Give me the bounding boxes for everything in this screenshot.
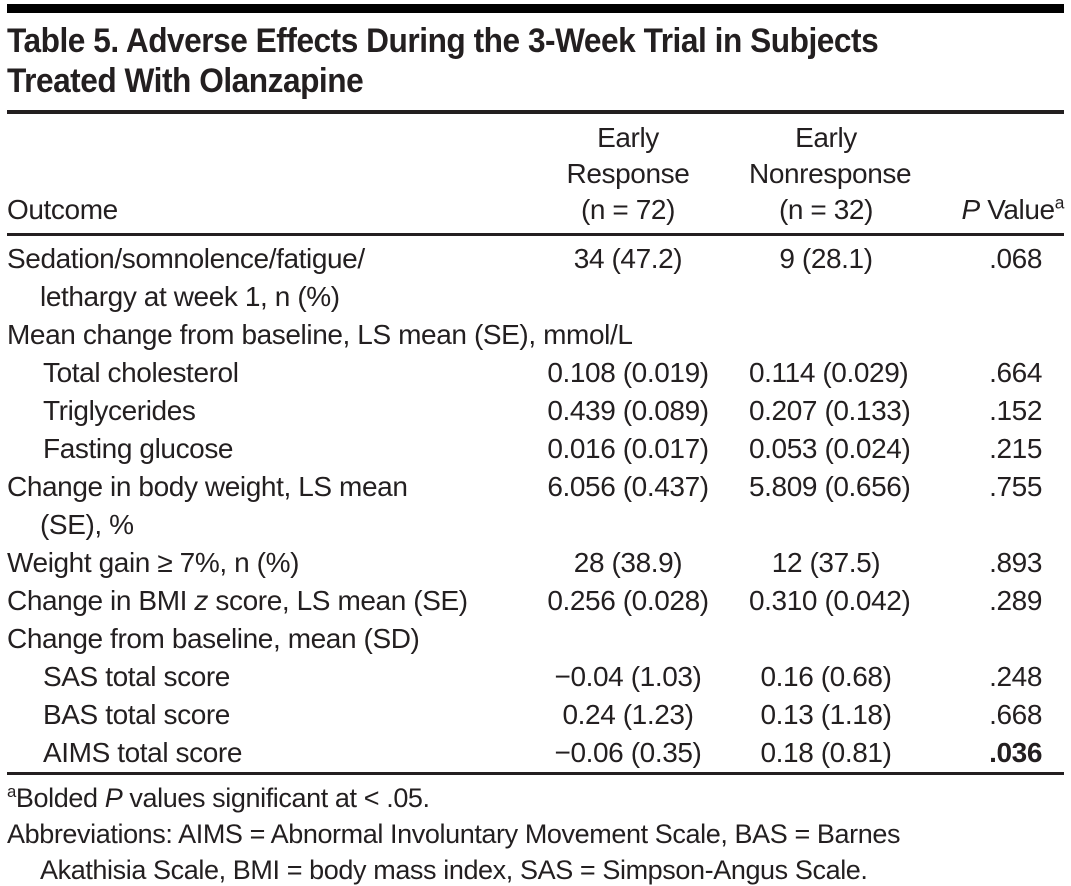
p-value-cell: .248	[989, 661, 1042, 692]
outcome-cell: Change in body weight, LS mean (SE), %	[7, 468, 507, 544]
table-row: SAS total score −0.04 (1.03) 0.16 (0.68)…	[7, 658, 1064, 696]
p-value-cell: .068	[989, 243, 1042, 274]
abbreviations-line2: Akathisia Scale, BMI = body mass index, …	[40, 855, 868, 885]
p-value-cell: .152	[989, 395, 1042, 426]
section-row: Change from baseline, mean (SD)	[7, 620, 1064, 658]
early-response-cell: 0.256 (0.028)	[547, 585, 709, 616]
early-response-cell: 0.439 (0.089)	[547, 395, 709, 426]
outcome-label-line2: (SE), %	[40, 509, 134, 540]
outcome-label-italic-z: z	[194, 585, 209, 616]
outcome-cell: Sedation/somnolence/fatigue/ lethargy at…	[7, 235, 507, 317]
early-response-cell: 0.016 (0.017)	[547, 433, 709, 464]
top-thick-rule	[7, 4, 1064, 13]
header-p-value: P Valuea	[903, 114, 1065, 236]
p-value-italic-p: P	[961, 194, 981, 225]
outcome-cell: AIMS total score	[43, 737, 243, 768]
table-row: Weight gain ≥ 7%, n (%) 28 (38.9) 12 (37…	[7, 544, 1064, 582]
footnote-significance: aBolded P values significant at < .05.	[7, 780, 1064, 816]
p-value-cell: .664	[989, 357, 1042, 388]
early-response-cell: −0.06 (0.35)	[554, 737, 702, 768]
early-nonresponse-cell: 0.13 (1.18)	[760, 699, 892, 730]
early-nonresponse-cell: 0.114 (0.029)	[749, 357, 909, 388]
outcome-label-line1: Sedation/somnolence/fatigue/	[7, 243, 365, 274]
outcome-cell: Weight gain ≥ 7%, n (%)	[7, 547, 300, 578]
outcome-label-line2: lethargy at week 1, n (%)	[40, 281, 340, 312]
outcome-cell: BAS total score	[43, 699, 230, 730]
footnotes: aBolded P values significant at < .05. A…	[7, 780, 1064, 886]
p-value-cell: .893	[989, 547, 1042, 578]
early-nonresponse-cell: 0.18 (0.81)	[760, 737, 892, 768]
outcome-label-post: score, LS mean (SE)	[208, 585, 468, 616]
outcome-label-line1: Change in body weight, LS mean	[7, 471, 408, 502]
section-label: Change from baseline, mean (SD)	[7, 623, 420, 654]
header-early-response: Early Response (n = 72)	[507, 114, 749, 236]
outcome-label-pre: Change in BMI	[7, 585, 195, 616]
table-row: AIMS total score −0.06 (0.35) 0.18 (0.81…	[7, 734, 1064, 772]
p-value-cell: .215	[989, 433, 1042, 464]
p-value-cell-significant: .036	[989, 737, 1042, 768]
outcome-cell: Fasting glucose	[43, 433, 234, 464]
footnote-sig-post: values significant at < .05.	[122, 783, 430, 813]
footnote-abbreviations: Abbreviations: AIMS = Abnormal Involunta…	[7, 816, 1064, 886]
early-nonresponse-cell: 9 (28.1)	[779, 243, 873, 274]
header-outcome: Outcome	[7, 114, 507, 236]
footnote-sig-pre: Bolded	[15, 783, 105, 813]
header-early-nonresponse: Early Nonresponse (n = 32)	[749, 114, 912, 236]
table-row: Fasting glucose 0.016 (0.017) 0.053 (0.0…	[7, 430, 1064, 468]
adverse-effects-table: Outcome Early Response (n = 72) Early No…	[7, 114, 1064, 772]
footnote-marker-a: a	[7, 782, 16, 801]
outcome-cell: SAS total score	[43, 661, 230, 692]
table-row: Change in BMI z score, LS mean (SE) 0.25…	[7, 582, 1064, 620]
table-title-line2: Treated With Olanzapine	[7, 62, 364, 100]
early-response-cell: 28 (38.9)	[573, 547, 683, 578]
p-value-cell: .289	[989, 585, 1042, 616]
table-row: Change in body weight, LS mean (SE), % 6…	[7, 468, 1064, 544]
title-divider-rule	[7, 110, 1064, 114]
table-title-line1: Table 5. Adverse Effects During the 3-We…	[7, 22, 879, 60]
early-response-cell: 6.056 (0.437)	[547, 471, 709, 502]
early-response-cell: 0.24 (1.23)	[562, 699, 694, 730]
table-row: Total cholesterol 0.108 (0.019) 0.114 (0…	[7, 354, 1064, 392]
early-response-cell: −0.04 (1.03)	[554, 661, 702, 692]
table-bottom-rule	[7, 772, 1064, 775]
early-nonresponse-cell: 0.16 (0.68)	[760, 661, 892, 692]
section-label: Mean change from baseline, LS mean (SE),…	[7, 319, 633, 350]
footnote-sig-italic-p: P	[104, 783, 123, 813]
outcome-cell: Triglycerides	[43, 395, 196, 426]
p-value-cell: .755	[989, 471, 1042, 502]
section-row: Mean change from baseline, LS mean (SE),…	[7, 316, 1064, 354]
p-value-footnote-marker: a	[1054, 192, 1065, 213]
header-row: Outcome Early Response (n = 72) Early No…	[7, 114, 1065, 236]
p-value-label: Value	[979, 194, 1055, 225]
table-header: Outcome Early Response (n = 72) Early No…	[7, 114, 1065, 236]
early-response-cell: 34 (47.2)	[573, 243, 683, 274]
early-nonresponse-cell: 0.053 (0.024)	[749, 433, 911, 464]
p-value-cell: .668	[989, 699, 1042, 730]
early-nonresponse-cell: 0.207 (0.133)	[749, 395, 911, 426]
outcome-cell: Change in BMI z score, LS mean (SE)	[7, 582, 507, 620]
table-row: Sedation/somnolence/fatigue/ lethargy at…	[7, 235, 1064, 317]
table-row: BAS total score 0.24 (1.23) 0.13 (1.18) …	[7, 696, 1064, 734]
early-nonresponse-cell: 5.809 (0.656)	[749, 471, 911, 502]
early-response-cell: 0.108 (0.019)	[547, 357, 709, 388]
table-row: Triglycerides 0.439 (0.089) 0.207 (0.133…	[7, 392, 1064, 430]
early-nonresponse-cell: 0.310 (0.042)	[749, 585, 911, 616]
outcome-cell: Total cholesterol	[43, 357, 239, 388]
early-nonresponse-cell: 12 (37.5)	[771, 547, 881, 578]
abbreviations-line1: Abbreviations: AIMS = Abnormal Involunta…	[7, 819, 901, 849]
table-body: Sedation/somnolence/fatigue/ lethargy at…	[7, 235, 1064, 773]
table-title: Table 5. Adverse Effects During the 3-We…	[7, 21, 879, 101]
